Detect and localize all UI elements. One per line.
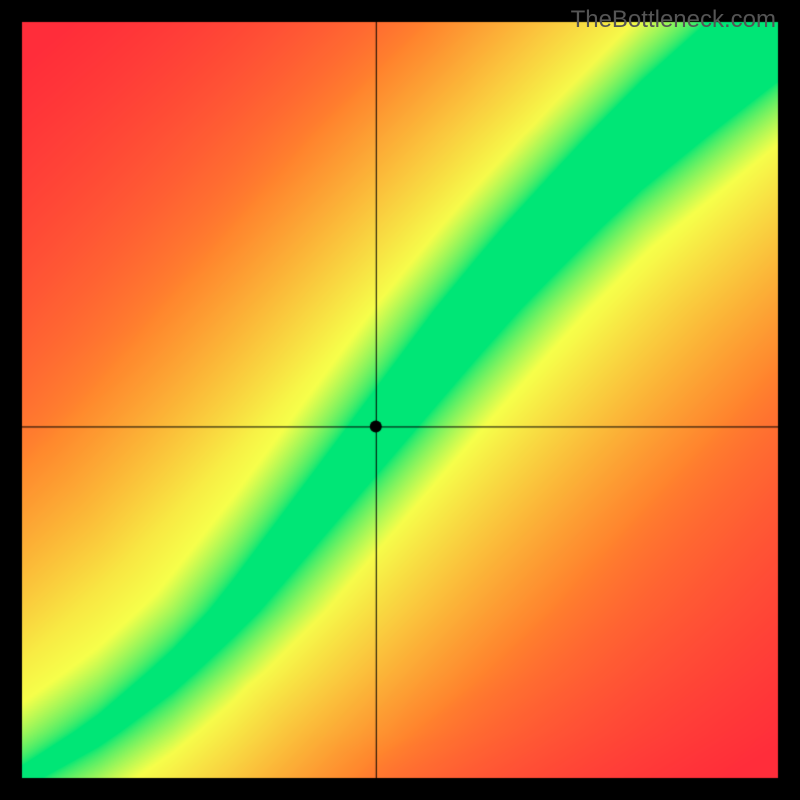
heatmap-canvas	[0, 0, 800, 800]
bottleneck-heatmap-chart: TheBottleneck.com	[0, 0, 800, 800]
watermark-text: TheBottleneck.com	[571, 6, 776, 34]
